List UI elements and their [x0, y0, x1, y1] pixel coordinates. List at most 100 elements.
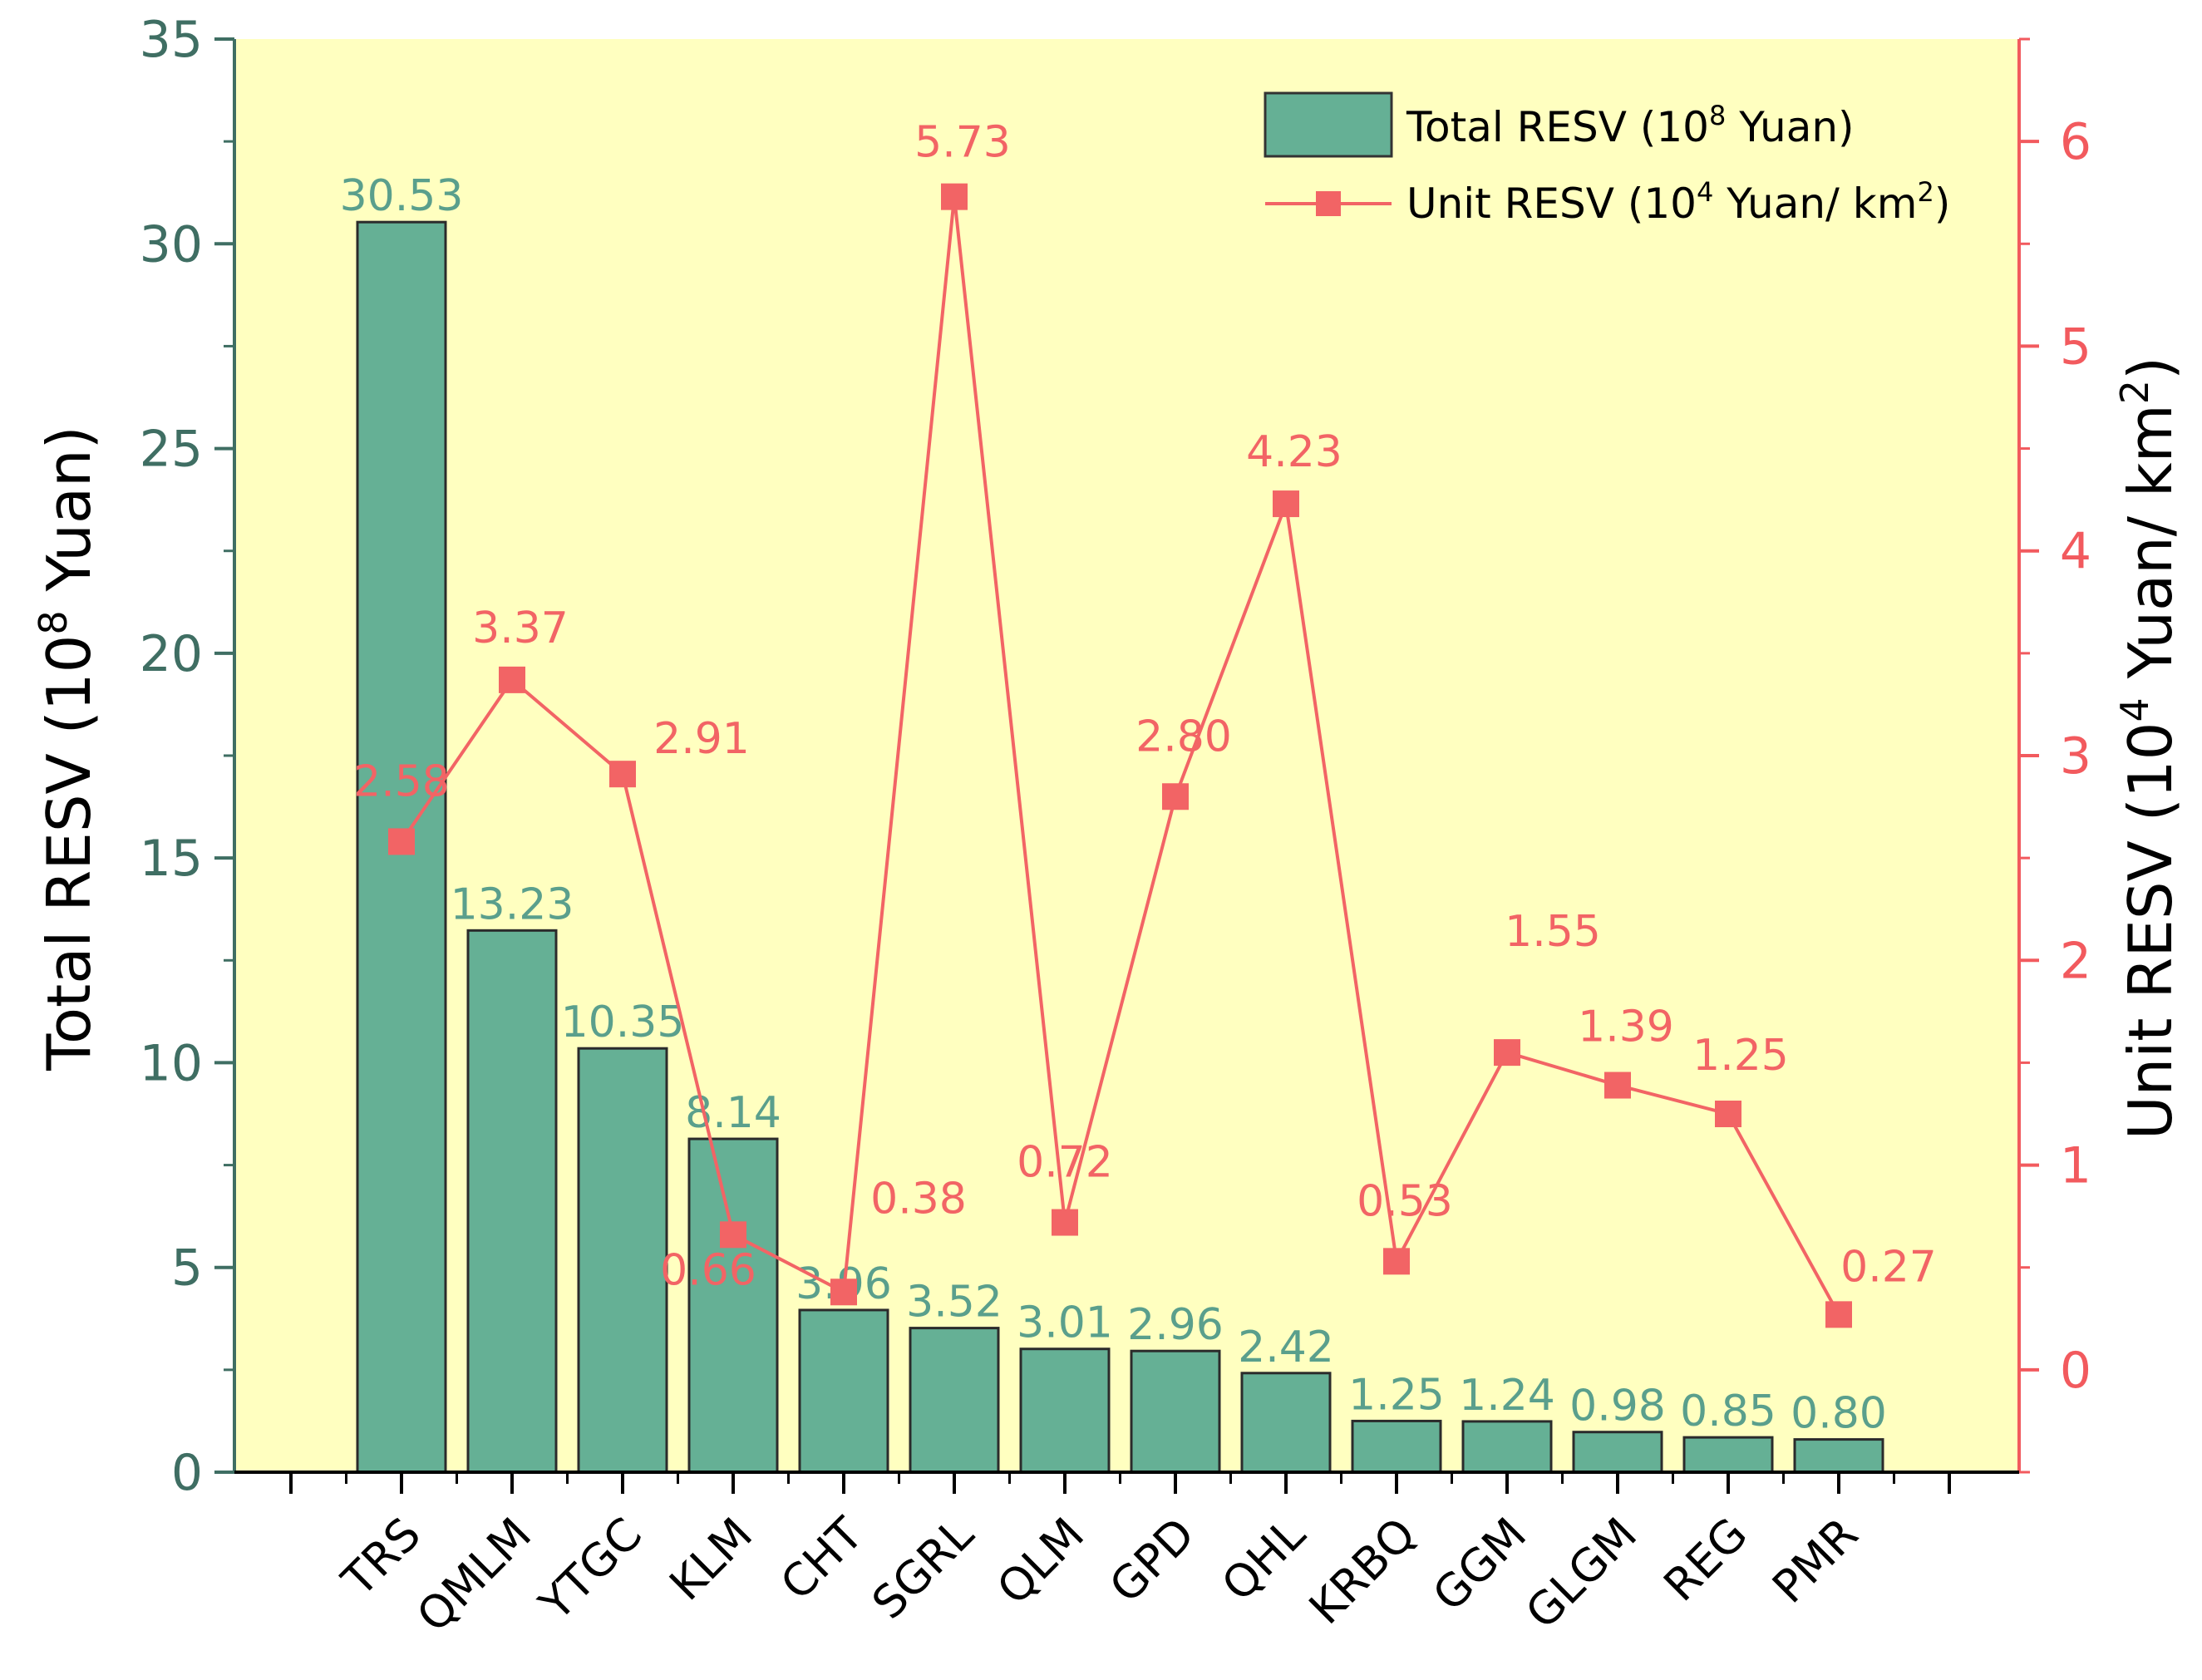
left-tick-label: 5	[171, 1239, 203, 1298]
line-value-label: 3.37	[472, 604, 569, 653]
bar-value-label: 30.53	[340, 171, 464, 221]
line-layer: 2.58 3.37 2.91 0.66 0.38 5.73 0.72 2.80 4.23 0.53…	[353, 118, 1937, 1328]
left-axis-title-main: Total RESV (10	[34, 635, 104, 1072]
legend-line-label: Unit RESV (104 Yuan/ km2)	[1406, 176, 1950, 228]
left-tick-label: 35	[140, 11, 203, 69]
category-label-sgrl: SGRL	[862, 1508, 983, 1629]
left-tick-label: 25	[140, 421, 203, 479]
left-tick-label: 30	[140, 215, 203, 273]
bar-value-label: 10.35	[561, 998, 685, 1047]
bar-krbq	[1351, 1419, 1442, 1474]
line-value-label: 0.27	[1840, 1242, 1937, 1292]
line-value-label: 1.39	[1578, 1003, 1674, 1052]
bar-value-label: 3.52	[906, 1278, 1002, 1328]
unit-resv-marker-gpd	[1162, 783, 1189, 810]
right-tick-label: 6	[2060, 113, 2091, 171]
line-value-label: 2.58	[353, 756, 450, 806]
bar-value-label: 13.23	[451, 879, 574, 929]
line-value-label: 2.91	[653, 714, 750, 764]
legend-bar-label-sup: 8	[1709, 100, 1726, 131]
bar-value-label: 1.25	[1348, 1370, 1445, 1420]
unit-resv-marker-cht	[830, 1278, 857, 1306]
left-tick-label: 15	[140, 830, 203, 888]
unit-resv-marker-pmr	[1825, 1301, 1852, 1328]
legend-bar-label: Total RESV (108 Yuan)	[1406, 100, 1855, 151]
unit-resv-marker-sgrl	[941, 183, 968, 210]
right-tick-label: 3	[2060, 727, 2091, 786]
right-axis: 0 1 2 3 4 5 6	[2017, 37, 2091, 1474]
legend-line-marker	[1316, 191, 1341, 216]
bar-qhl	[1240, 1372, 1332, 1474]
line-value-label: 0.38	[870, 1174, 967, 1224]
legend-line-label-main: Unit RESV (10	[1406, 180, 1697, 228]
unit-resv-marker-krbq	[1383, 1248, 1410, 1275]
unit-resv-marker-qhl	[1273, 490, 1299, 518]
unit-resv-marker-trs	[388, 828, 415, 855]
category-label-gpd: GPD	[1100, 1508, 1205, 1613]
unit-resv-marker-klm	[720, 1221, 746, 1249]
left-axis: 0 5 10 15 20 25 30 35	[140, 11, 236, 1502]
bar-value-label: 3.01	[1017, 1298, 1113, 1348]
legend-line-label-sup2: 2	[1917, 176, 1934, 208]
left-axis-title-tail: Yuan)	[34, 426, 104, 610]
left-tick-label: 10	[140, 1034, 203, 1092]
bar-klm	[687, 1137, 779, 1474]
bar-ggm	[1461, 1420, 1553, 1474]
bar-qmlm	[466, 929, 558, 1474]
unit-resv-marker-reg	[1715, 1101, 1741, 1127]
category-label-reg: REG	[1653, 1508, 1757, 1612]
line-value-label: 0.72	[1017, 1138, 1113, 1188]
bar-ytgc	[577, 1047, 668, 1474]
bar-cht	[798, 1308, 889, 1474]
unit-resv-marker-qlm	[1052, 1209, 1078, 1236]
category-label-qlm: QLM	[987, 1508, 1094, 1615]
unit-resv-marker-ytgc	[609, 761, 636, 788]
right-axis-title-sup2: 2	[2112, 380, 2157, 404]
right-tick-label: 1	[2060, 1137, 2091, 1195]
right-tick-label: 4	[2060, 523, 2091, 581]
bar-value-label: 2.42	[1238, 1323, 1334, 1372]
category-label-glgm: GLGM	[1515, 1508, 1647, 1639]
right-axis-title: Unit RESV (104 Yuan/ km2)	[2112, 357, 2185, 1140]
unit-resv-line	[400, 196, 1840, 1316]
bar-value-label: 0.98	[1569, 1382, 1666, 1431]
line-value-label: 2.80	[1135, 712, 1232, 761]
bar-value-label: 1.24	[1459, 1371, 1555, 1421]
unit-resv-marker-glgm	[1604, 1072, 1631, 1099]
bar-reg	[1682, 1436, 1774, 1474]
bar-value-label: 2.96	[1127, 1300, 1224, 1350]
bar-value-label: 0.80	[1791, 1389, 1887, 1439]
right-tick-label: 5	[2060, 318, 2091, 376]
right-axis-title-main: Unit RESV (10	[2116, 722, 2185, 1141]
right-tick-label: 0	[2060, 1342, 2091, 1400]
right-axis-title-end: )	[2116, 357, 2185, 380]
bar-qlm	[1019, 1347, 1111, 1474]
line-value-label: 0.66	[660, 1245, 756, 1295]
category-label-klm: KLM	[659, 1508, 762, 1611]
left-axis-title-sup: 8	[31, 610, 76, 634]
legend-line-label-tail: Yuan/ km	[1713, 180, 1917, 228]
line-value-label: 5.73	[914, 118, 1011, 168]
bar-gpd	[1130, 1349, 1221, 1474]
bar-pmr	[1793, 1438, 1884, 1474]
legend-line-label-sup: 4	[1697, 176, 1713, 208]
category-label-krbq: KRBQ	[1299, 1508, 1426, 1634]
line-value-label: 4.23	[1246, 427, 1342, 477]
category-label-trs: TRS	[332, 1508, 431, 1607]
category-label-pmr: PMR	[1762, 1508, 1868, 1613]
bar-glgm	[1572, 1431, 1663, 1474]
right-axis-title-tail: Yuan/ km	[2116, 404, 2185, 697]
category-label-cht: CHT	[771, 1507, 874, 1610]
line-value-label: 1.25	[1692, 1031, 1789, 1081]
right-tick-label: 2	[2060, 932, 2091, 990]
legend-bar-swatch	[1264, 91, 1393, 158]
unit-resv-marker-ggm	[1494, 1039, 1520, 1067]
legend-bar-label-main: Total RESV (10	[1406, 103, 1709, 151]
bar-sgrl	[909, 1327, 1000, 1474]
line-value-label: 1.55	[1505, 907, 1601, 957]
legend: Total RESV (108 Yuan) Unit RESV (104 Yua…	[1264, 91, 1950, 228]
category-label-qmlm: QMLM	[406, 1508, 541, 1643]
line-value-label: 0.53	[1357, 1176, 1453, 1226]
unit-resv-marker-qmlm	[499, 666, 525, 693]
